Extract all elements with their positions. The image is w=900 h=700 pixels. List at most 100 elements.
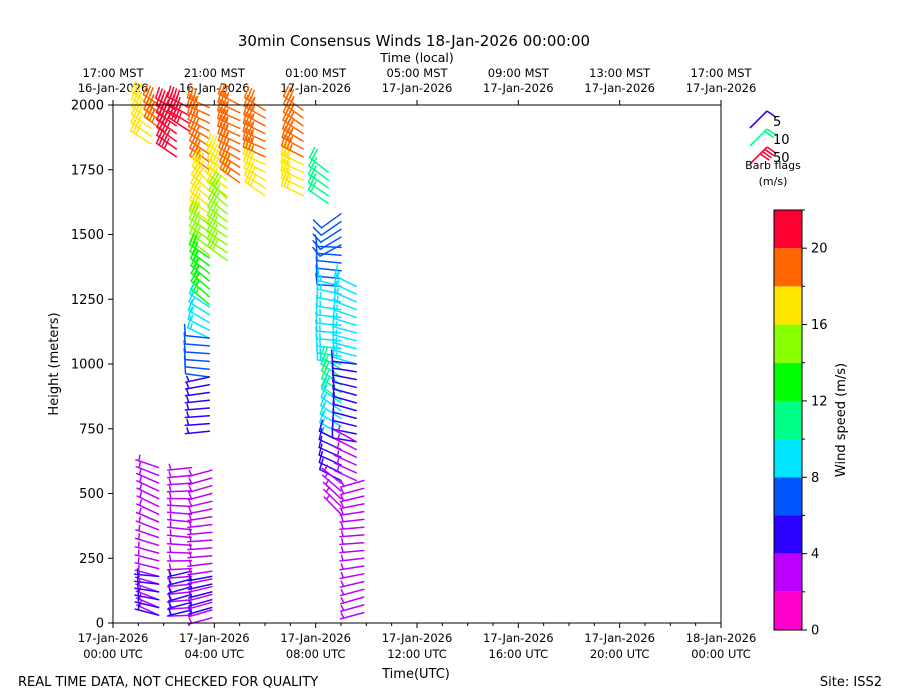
legend-barb-icon xyxy=(749,128,777,147)
colorbar-bin xyxy=(774,515,802,554)
wind-barb xyxy=(339,530,365,538)
wind-barb xyxy=(187,492,213,501)
wind-barb xyxy=(135,454,160,469)
wind-barb xyxy=(217,82,241,106)
wind-barb xyxy=(208,171,228,199)
wind-barb xyxy=(155,132,178,158)
wind-barb xyxy=(134,557,160,570)
wind-barb xyxy=(281,117,304,143)
wind-barb xyxy=(339,588,365,597)
wind-barb xyxy=(189,180,211,207)
top-axis-label: Time (local) xyxy=(379,50,453,65)
wind-barb xyxy=(242,119,266,143)
wind-barb xyxy=(134,549,160,562)
wind-barb xyxy=(184,403,211,411)
wind-barb xyxy=(187,528,213,536)
wind-barb xyxy=(185,375,211,383)
wind-barb xyxy=(136,491,160,508)
wind-barb xyxy=(333,289,357,311)
wind-barb xyxy=(280,142,304,166)
wind-barb xyxy=(187,477,213,486)
wind-barb xyxy=(332,384,357,404)
colorbar-bin xyxy=(774,477,802,516)
wind-barb xyxy=(187,574,213,582)
y-tick-label: 250 xyxy=(79,552,104,567)
x-tick-time: 12:00 UTC xyxy=(387,647,447,661)
top-tick-time: 13:00 MST xyxy=(589,66,651,80)
wind-barb xyxy=(207,196,228,223)
wind-barb xyxy=(166,513,193,523)
colorbar-tick-label: 8 xyxy=(811,471,819,486)
wind-barb xyxy=(187,520,213,529)
wind-barb xyxy=(281,125,304,150)
wind-barb xyxy=(217,121,241,145)
wind-barb xyxy=(320,378,342,404)
wind-barb xyxy=(333,264,357,288)
wind-barb xyxy=(184,382,211,390)
colorbar-label: Wind speed (m/s) xyxy=(834,363,849,477)
wind-barb xyxy=(206,220,228,246)
wind-barb xyxy=(134,541,160,554)
top-tick-date: 17-Jan-2026 xyxy=(584,81,655,95)
wind-barb xyxy=(333,458,357,474)
wind-barb xyxy=(186,86,211,109)
wind-barb xyxy=(242,127,266,150)
wind-barb xyxy=(339,563,365,571)
wind-barb xyxy=(167,578,193,586)
wind-barb xyxy=(134,596,160,609)
wind-barb xyxy=(166,463,193,471)
wind-barb xyxy=(134,575,160,585)
wind-barb xyxy=(315,326,342,342)
wind-barb xyxy=(142,83,165,109)
wind-barb xyxy=(190,172,211,199)
y-tick-label: 1000 xyxy=(71,358,104,373)
y-tick-label: 1750 xyxy=(71,163,104,178)
wind-barb xyxy=(339,487,365,496)
wind-barb xyxy=(186,316,211,339)
colorbar-bin xyxy=(774,439,802,478)
wind-barb xyxy=(130,103,152,130)
wind-barb xyxy=(332,377,357,396)
wind-barb xyxy=(166,521,193,531)
y-tick-label: 0 xyxy=(96,617,104,632)
wind-barbs xyxy=(129,80,365,625)
wind-barb xyxy=(136,475,160,492)
y-axis-ticks: 0 250 500 750 1000 1250 1500 1750 2000 xyxy=(71,99,113,632)
wind-barb xyxy=(339,596,365,605)
top-tick-date: 17-Jan-2026 xyxy=(483,81,554,95)
top-tick-date: 17-Jan-2026 xyxy=(382,81,453,95)
wind-barb xyxy=(187,507,213,515)
wind-barb xyxy=(188,197,211,223)
wind-barb xyxy=(205,132,228,158)
legend-entry-label: 10 xyxy=(773,133,790,148)
wind-barb xyxy=(187,606,213,615)
colorbar-bin xyxy=(774,286,802,325)
wind-barb xyxy=(187,543,213,551)
wind-barb xyxy=(166,554,193,562)
wind-barb xyxy=(166,471,193,479)
wind-barb xyxy=(330,349,357,365)
wind-barb xyxy=(315,319,342,334)
wind-barb xyxy=(312,228,342,244)
y-tick-label: 500 xyxy=(79,487,104,502)
wind-barb xyxy=(133,568,160,578)
x-tick-time: 20:00 UTC xyxy=(590,647,650,661)
legend-title: Barb flags xyxy=(745,159,801,172)
colorbar-bin xyxy=(774,362,802,401)
wind-barb xyxy=(167,585,193,595)
wind-barb xyxy=(189,144,211,171)
wind-barb xyxy=(308,146,330,174)
x-tick-time: 04:00 UTC xyxy=(185,647,245,661)
wind-barb xyxy=(187,551,213,559)
wind-barb xyxy=(339,501,365,510)
wind-barb xyxy=(187,591,213,599)
wind-barb xyxy=(314,234,342,249)
colorbar-tick-label: 20 xyxy=(811,242,828,257)
colorbar-bin xyxy=(774,210,802,249)
x-tick-time: 00:00 UTC xyxy=(691,647,751,661)
wind-barb xyxy=(339,571,365,580)
top-tick-date: 17-Jan-2026 xyxy=(686,81,757,95)
wind-barb xyxy=(339,522,365,530)
